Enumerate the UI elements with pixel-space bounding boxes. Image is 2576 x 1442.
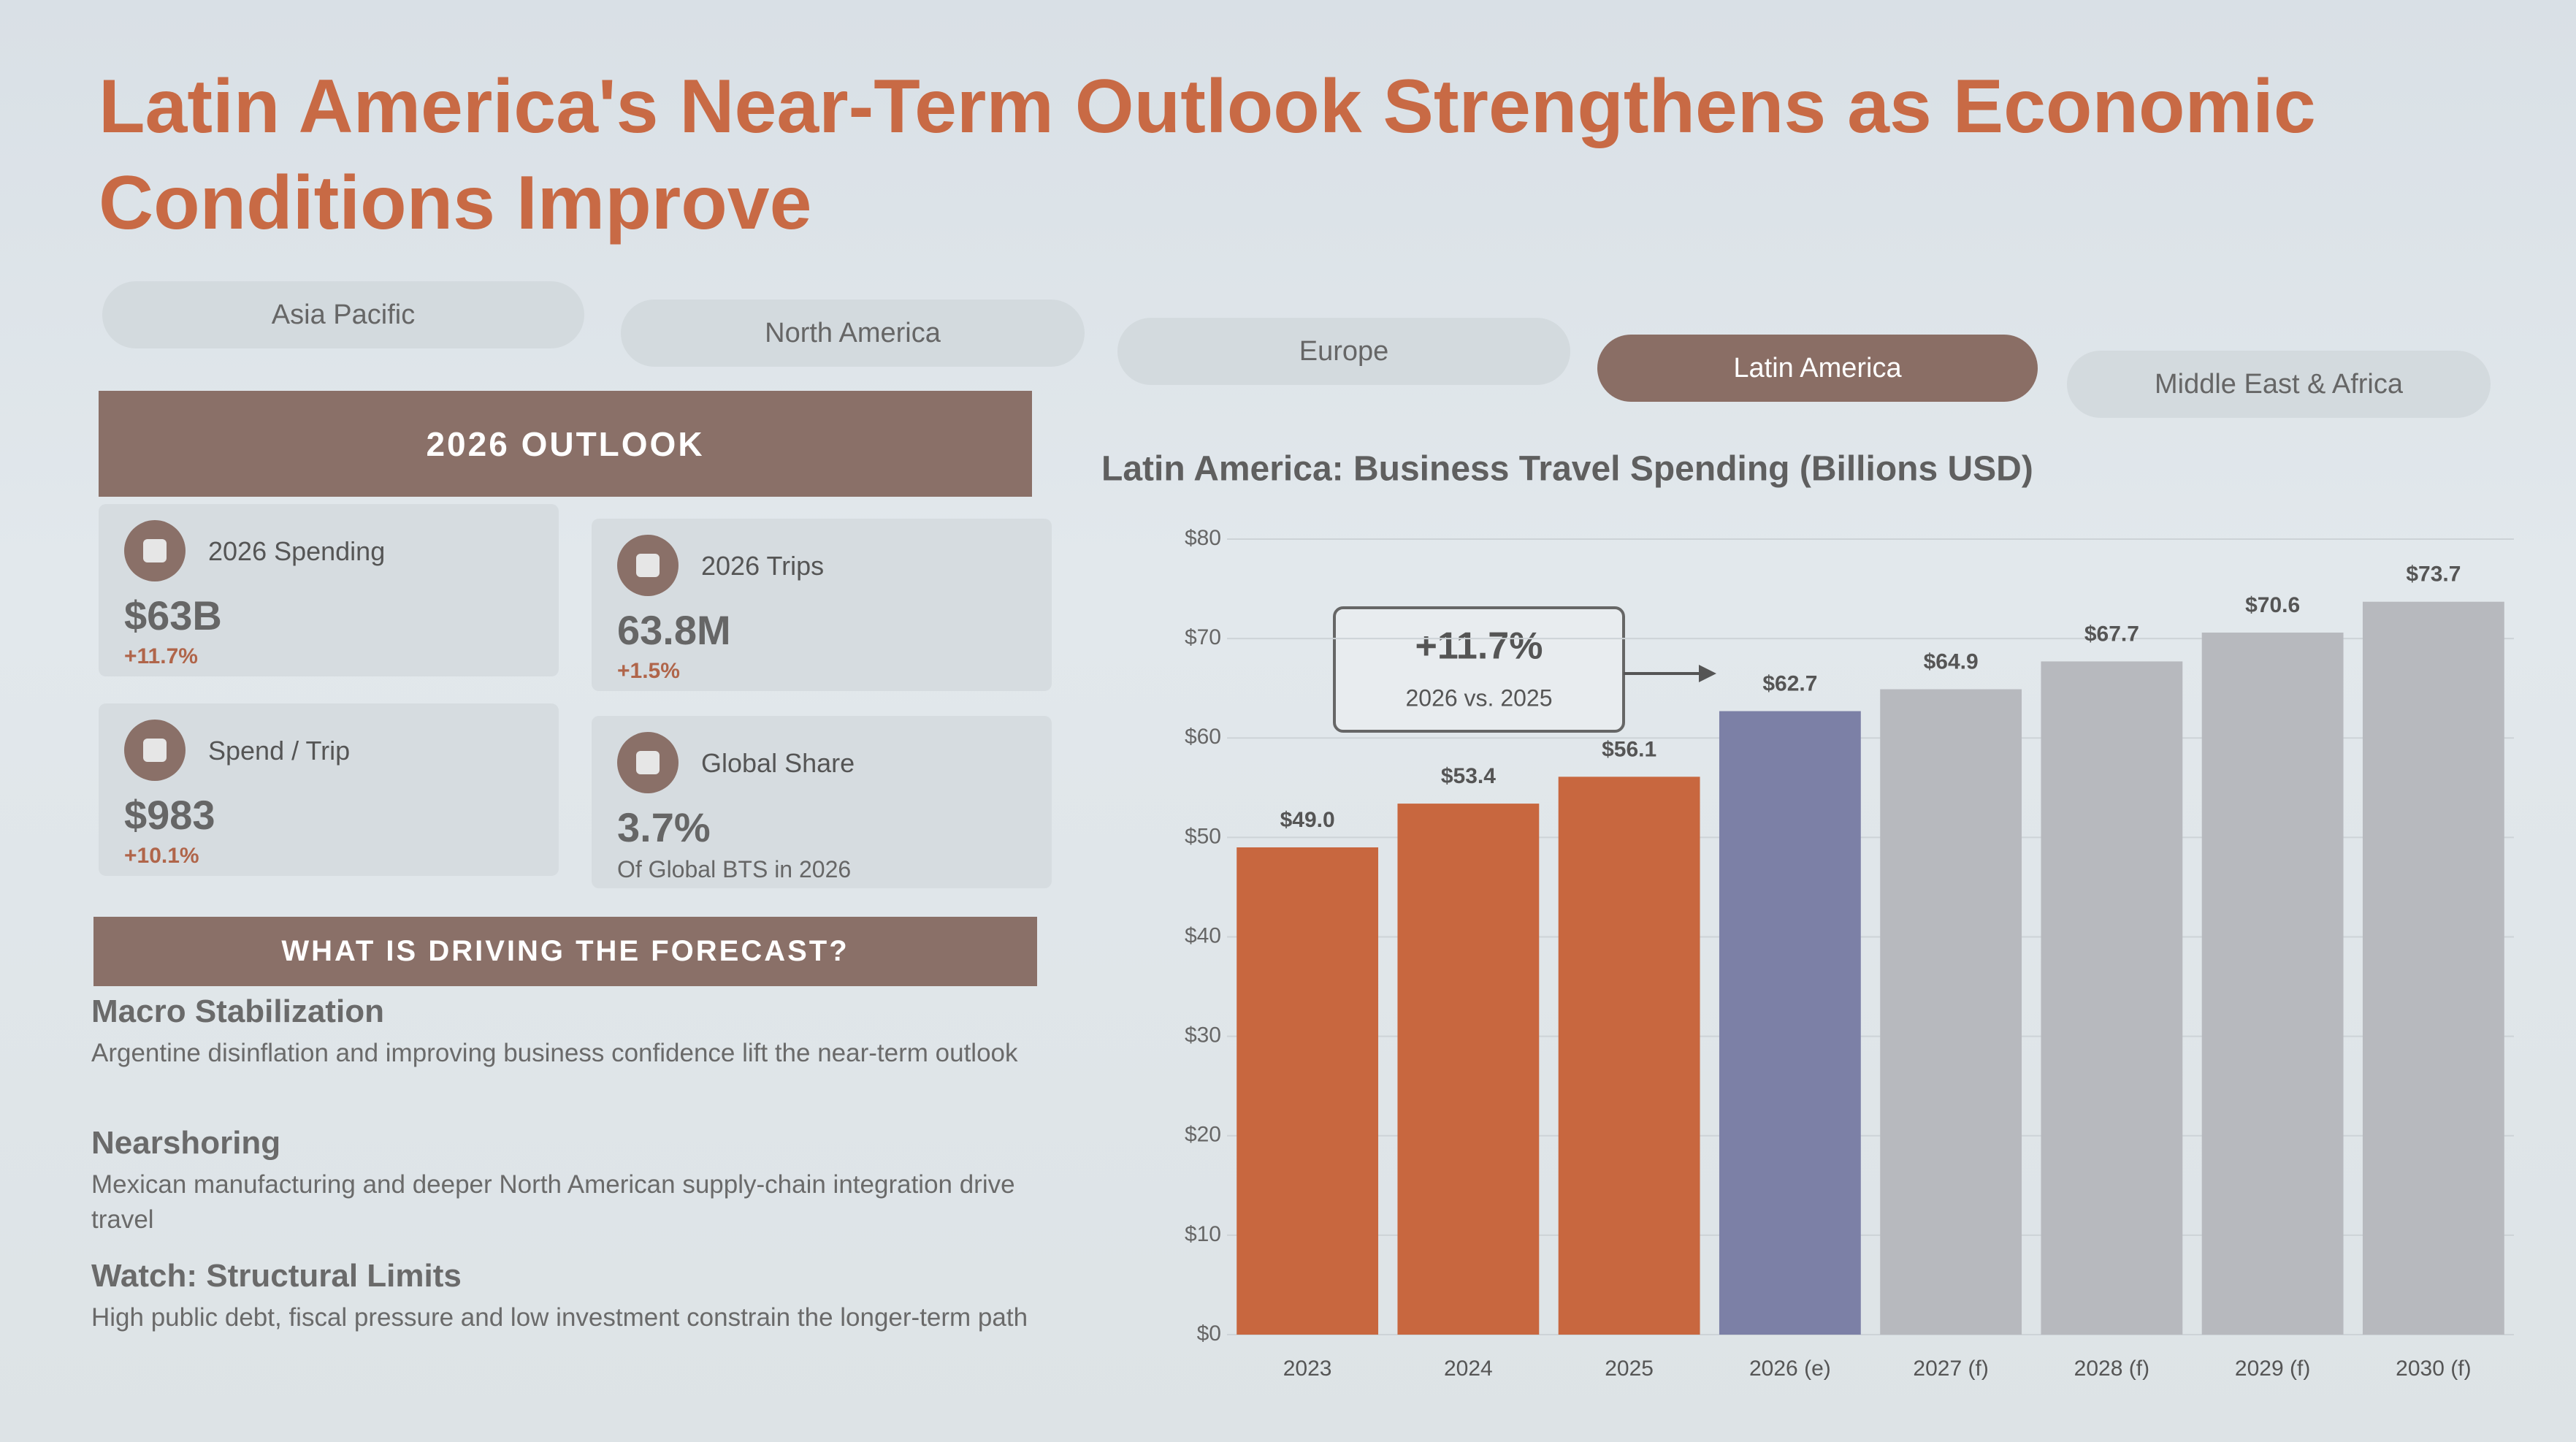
y-tick-label: $20 xyxy=(1185,1123,1221,1147)
driver-text: Mexican manufacturing and deeper North A… xyxy=(91,1170,1015,1234)
slide-title: Latin America's Near-Term Outlook Streng… xyxy=(99,64,2316,245)
icon xyxy=(124,520,186,581)
x-tick-label: 2028 (f) xyxy=(2074,1357,2149,1381)
bar xyxy=(1719,711,1861,1335)
x-tick-label: 2023 xyxy=(1283,1357,1332,1381)
kpi-label: 2026 Spending xyxy=(208,536,386,566)
icon xyxy=(617,535,679,596)
driver-heading: Nearshoring xyxy=(91,1125,281,1161)
value-label: $62.7 xyxy=(1762,671,1817,695)
value-label: $67.7 xyxy=(2084,622,2139,646)
driver-heading: Macro Stabilization xyxy=(91,993,384,1029)
kpi-change: +1.5% xyxy=(617,659,680,683)
chart-title: Latin America: Business Travel Spending … xyxy=(1101,450,2033,489)
x-tick-label: 2026 (e) xyxy=(1749,1357,1831,1381)
y-tick-label: $0 xyxy=(1197,1321,1221,1346)
tab[interactable]: Middle East & Africa xyxy=(2067,351,2491,418)
driver-heading: Watch: Structural Limits xyxy=(91,1258,462,1294)
bar xyxy=(1237,847,1379,1335)
callout-arrowhead xyxy=(1699,665,1716,682)
y-tick-label: $70 xyxy=(1185,625,1221,649)
x-tick-label: 2029 (f) xyxy=(2235,1357,2310,1381)
tab[interactable]: Asia Pacific xyxy=(102,281,584,348)
x-tick-label: 2025 xyxy=(1605,1357,1654,1381)
x-tick-label: 2027 (f) xyxy=(1913,1357,1988,1381)
y-tick-label: $80 xyxy=(1185,526,1221,550)
kpi-label: 2026 Trips xyxy=(701,551,825,581)
callout-value: +11.7% xyxy=(1415,625,1543,668)
x-tick-label: 2024 xyxy=(1444,1357,1493,1381)
y-tick-label: $60 xyxy=(1185,725,1221,749)
kpi-value: $63B xyxy=(124,592,222,638)
value-label: $53.4 xyxy=(1441,764,1496,788)
callout-subtitle: 2026 vs. 2025 xyxy=(1405,684,1552,711)
icon xyxy=(617,732,679,793)
kpi-card: 2026 Trips 63.8M +1.5% xyxy=(592,519,1052,691)
tab-active[interactable]: Latin America xyxy=(1597,335,2038,402)
icon xyxy=(124,720,186,781)
driver-text: Argentine disinflation and improving bus… xyxy=(91,1039,1018,1067)
kpi-label: Global Share xyxy=(701,748,855,778)
kpi-card: 2026 Spending $63B +11.7% xyxy=(99,504,559,676)
bar xyxy=(1880,689,2022,1335)
kpi-label: Spend / Trip xyxy=(208,736,351,766)
value-label: $73.7 xyxy=(2406,562,2461,587)
kpi-card: Global Share 3.7% Of Global BTS in 2026 xyxy=(592,716,1052,888)
bar xyxy=(1558,777,1700,1335)
y-tick-label: $10 xyxy=(1185,1222,1221,1246)
kpi-card: Spend / Trip $983 +10.1% xyxy=(99,703,559,876)
value-label: $49.0 xyxy=(1280,808,1335,832)
bar xyxy=(2041,661,2183,1335)
bar xyxy=(1397,804,1540,1335)
kpi-note: Of Global BTS in 2026 xyxy=(617,856,852,882)
tab[interactable]: North America xyxy=(621,300,1085,367)
y-tick-label: $40 xyxy=(1185,923,1221,947)
x-tick-label: 2030 (f) xyxy=(2396,1357,2471,1381)
value-label: $70.6 xyxy=(2245,593,2300,617)
outlook-header: 2026 OUTLOOK xyxy=(99,391,1032,497)
driver-text: High public debt, fiscal pressure and lo… xyxy=(91,1303,1028,1332)
kpi-value: 63.8M xyxy=(617,607,731,653)
value-label: $56.1 xyxy=(1602,737,1656,761)
tab[interactable]: Europe xyxy=(1117,318,1570,385)
bar xyxy=(2201,632,2344,1335)
bar xyxy=(2362,601,2504,1335)
y-tick-label: $30 xyxy=(1185,1023,1221,1048)
kpi-value: $983 xyxy=(124,792,215,838)
y-tick-label: $50 xyxy=(1185,824,1221,848)
value-label: $64.9 xyxy=(1924,649,1979,674)
kpi-change: +11.7% xyxy=(124,644,198,668)
kpi-value: 3.7% xyxy=(617,804,711,850)
drivers-header: WHAT IS DRIVING THE FORECAST? xyxy=(93,917,1037,986)
kpi-change: +10.1% xyxy=(124,844,199,868)
